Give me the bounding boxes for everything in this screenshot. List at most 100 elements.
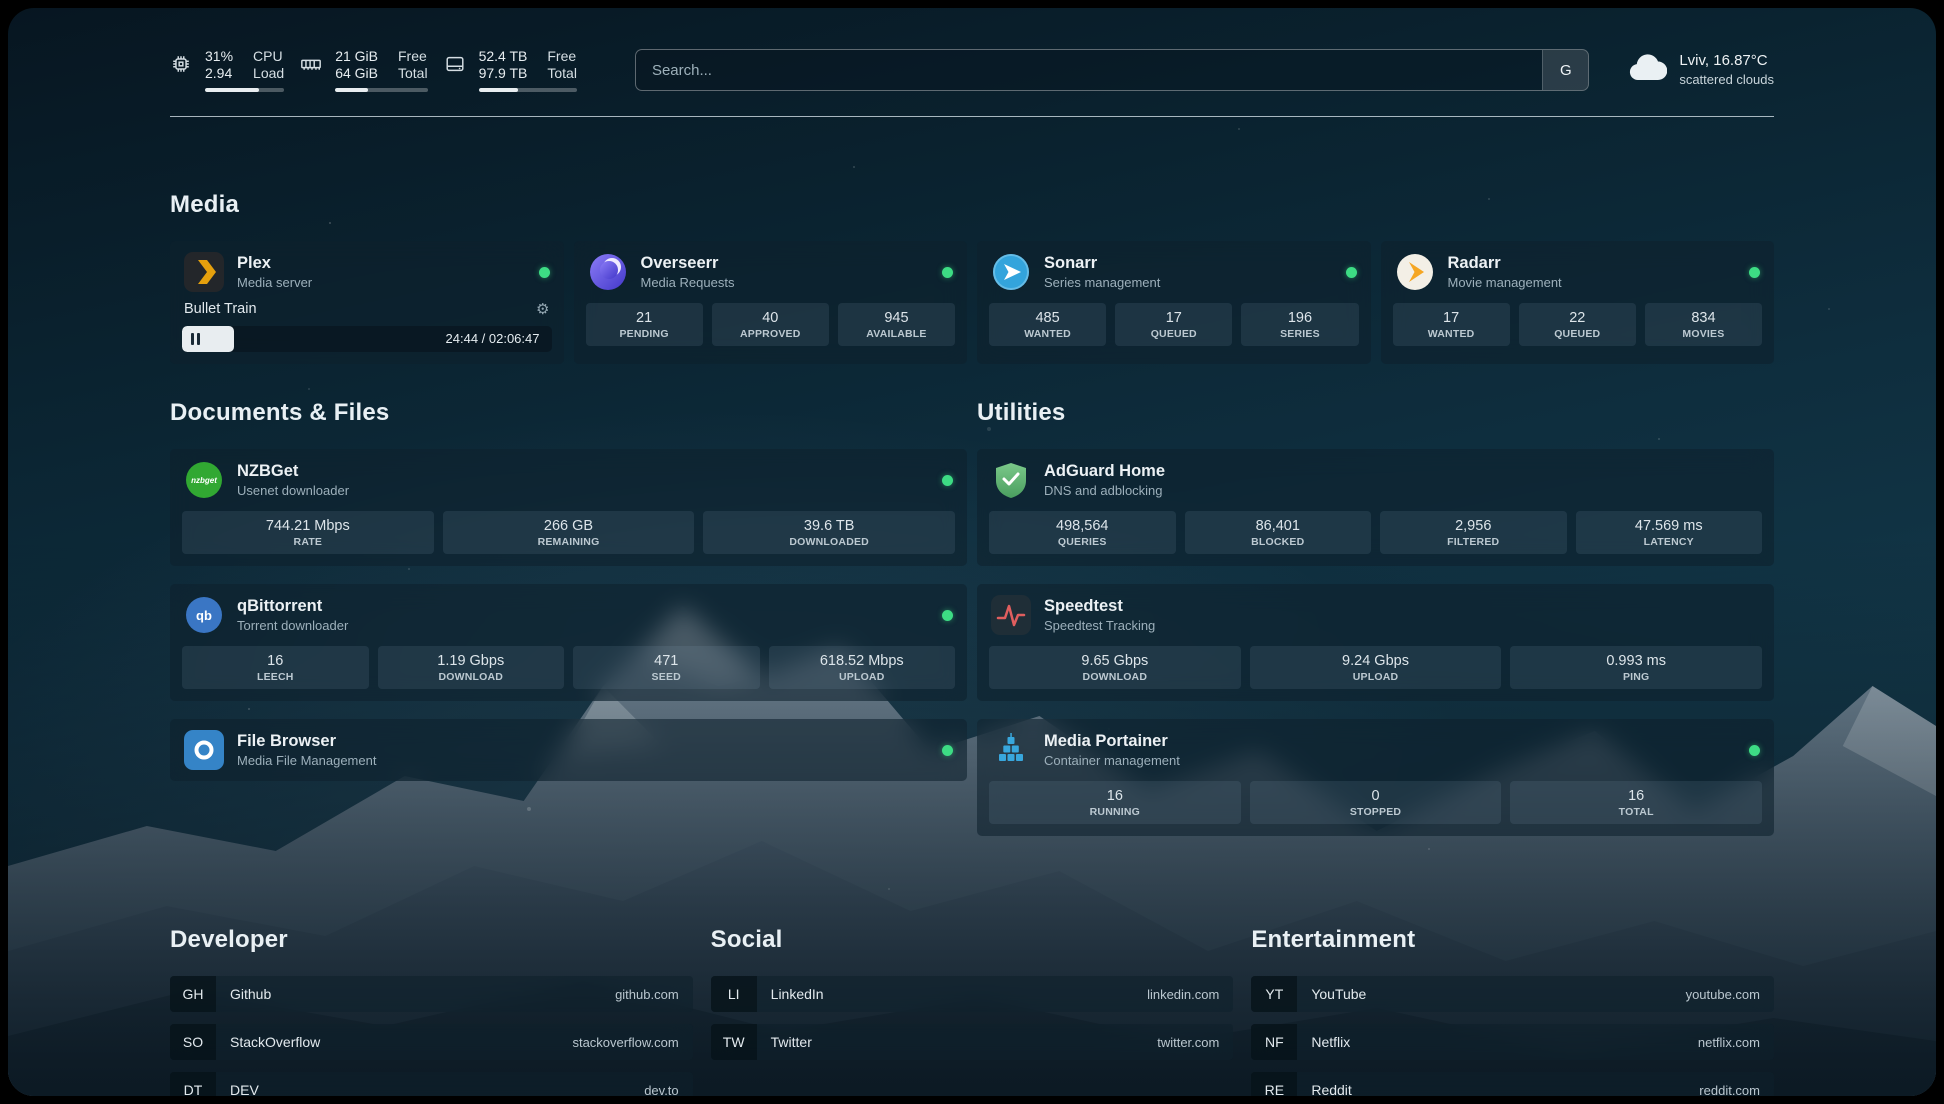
stat-box: 9.24 Gbps UPLOAD <box>1249 646 1502 689</box>
stat-label: UPLOAD <box>838 671 885 683</box>
bookmark-url: netflix.com <box>1697 1034 1760 1050</box>
bookmark-url: github.com <box>615 986 679 1002</box>
plex-card[interactable]: Plex Media server Bullet Train ⚙ 24:44 /… <box>170 241 564 364</box>
bookmark-youtube[interactable]: YT YouTube youtube.com <box>1251 976 1774 1012</box>
pause-icon[interactable] <box>191 333 200 345</box>
stat-box: 471 SEED <box>573 646 760 689</box>
stat-label: BLOCKED <box>1251 536 1305 548</box>
stat-box: 1.19 Gbps DOWNLOAD <box>377 646 564 689</box>
bookmark-stackoverflow[interactable]: SO StackOverflow stackoverflow.com <box>170 1024 693 1060</box>
stat-label: STOPPED <box>1349 806 1402 818</box>
memory-caption-1: Free <box>398 48 427 64</box>
service-subtitle: Movie management <box>1447 275 1562 290</box>
bookmark-abbr: DT <box>170 1072 216 1096</box>
stat-value: 9.24 Gbps <box>1342 653 1409 669</box>
stat-label: AVAILABLE <box>866 328 927 340</box>
service-name: AdGuard Home <box>1044 462 1166 480</box>
stat-value: 498,564 <box>1056 518 1109 534</box>
overseerr-icon <box>588 252 628 292</box>
service-name: Speedtest <box>1044 597 1123 615</box>
bookmark-reddit[interactable]: RE Reddit reddit.com <box>1251 1072 1774 1096</box>
status-dot <box>538 266 550 278</box>
nzbget-card[interactable]: nzbget NZBGet Usenet downloader 744.21 M… <box>170 449 967 566</box>
weather-widget: Lviv, 16.87°C scattered clouds <box>1627 51 1774 89</box>
stat-label: QUERIES <box>1057 536 1107 548</box>
stat-label: SERIES <box>1280 328 1320 340</box>
stat-box: 945 AVAILABLE <box>837 303 956 346</box>
disk-bar-fill <box>478 88 518 92</box>
stat-label: PING <box>1622 671 1650 683</box>
stat-box: 266 GB REMAINING <box>442 511 695 554</box>
section-title-documents: Documents & Files <box>170 399 390 426</box>
bookmark-netflix[interactable]: NF Netflix netflix.com <box>1251 1024 1774 1060</box>
stat-value: 196 <box>1287 310 1313 326</box>
stat-value: 945 <box>884 310 909 326</box>
stat-label: RUNNING <box>1089 806 1141 818</box>
bookmark-name: Twitter <box>770 1034 812 1050</box>
bookmark-name: YouTube <box>1311 986 1367 1002</box>
section-utilities: Utilities <box>977 399 1774 854</box>
bookmark-github[interactable]: GH Github github.com <box>170 976 693 1012</box>
sonarr-card[interactable]: Sonarr Series management 485 WANTED 17 Q… <box>977 241 1371 364</box>
service-name: Overseerr <box>640 254 719 272</box>
portainer-card[interactable]: Media Portainer Container management 16 … <box>977 719 1774 836</box>
stat-label: DOWNLOAD <box>438 671 504 683</box>
service-name: File Browser <box>237 732 337 750</box>
stat-box: 618.52 Mbps UPLOAD <box>768 646 955 689</box>
bookmark-url: dev.to <box>644 1082 679 1097</box>
stat-value: 22 <box>1569 310 1586 326</box>
stat-value: 21 <box>636 310 653 326</box>
adguard-card[interactable]: AdGuard Home DNS and adblocking 498,564 … <box>977 449 1774 566</box>
stat-box: 86,401 BLOCKED <box>1184 511 1371 554</box>
memory-bar-fill <box>335 88 368 92</box>
radarr-card[interactable]: Radarr Movie management 17 WANTED 22 QUE… <box>1380 241 1774 364</box>
overseerr-card[interactable]: Overseerr Media Requests 21 PENDING 40 A… <box>573 241 967 364</box>
disk-caption-1: Free <box>547 48 577 64</box>
search-input[interactable] <box>635 50 1543 90</box>
header: 31% CPU 2.94 Load <box>170 8 1774 117</box>
stat-label: PENDING <box>619 328 669 340</box>
stat-value: 471 <box>654 653 679 669</box>
radarr-icon <box>1395 252 1435 292</box>
stat-value: 86,401 <box>1255 518 1300 534</box>
stat-label: WANTED <box>1427 328 1475 340</box>
stat-value: 39.6 TB <box>803 518 855 534</box>
stat-label: WANTED <box>1024 328 1071 340</box>
qbittorrent-card[interactable]: qb qBittorrent Torrent downloader 16 LEE… <box>170 584 967 701</box>
disk-bar <box>478 88 577 92</box>
filebrowser-card[interactable]: File Browser Media File Management <box>170 719 967 781</box>
speedtest-card[interactable]: Speedtest Speedtest Tracking 9.65 Gbps D… <box>977 584 1774 701</box>
search-provider-button[interactable]: G <box>1542 50 1589 90</box>
stat-box: 16 LEECH <box>182 646 369 689</box>
stat-label: DOWNLOAD <box>1082 671 1148 683</box>
bookmark-name: StackOverflow <box>230 1034 321 1050</box>
stat-box: 9.65 Gbps DOWNLOAD <box>989 646 1241 689</box>
stat-value: 16 <box>1106 788 1123 804</box>
status-dot <box>942 744 953 756</box>
service-name: qBittorrent <box>237 597 323 615</box>
disk-widget: 52.4 TB Free 97.9 TB Total <box>444 48 577 92</box>
stat-label: TOTAL <box>1618 806 1654 818</box>
service-subtitle: Usenet downloader <box>237 483 350 498</box>
bookmark-abbr: YT <box>1251 976 1298 1012</box>
stat-label: LEECH <box>256 671 294 683</box>
stat-box: 47.569 ms LATENCY <box>1575 511 1762 554</box>
bookmark-linkedin[interactable]: LI LinkedIn linkedin.com <box>710 976 1234 1012</box>
section-title-entertainment: Entertainment <box>1251 926 1416 953</box>
playback-progress-bar[interactable]: 24:44 / 02:06:47 <box>182 326 552 352</box>
bookmark-url: reddit.com <box>1699 1082 1760 1097</box>
stat-value: 16 <box>1628 788 1645 804</box>
stat-value: 17 <box>1443 310 1460 326</box>
section-title-media: Media <box>170 191 240 218</box>
speedtest-icon <box>991 595 1031 635</box>
service-name: Radarr <box>1447 254 1501 272</box>
gear-icon[interactable]: ⚙ <box>536 301 550 318</box>
cpu-caption-2: Load <box>253 65 285 81</box>
service-name: Media Portainer <box>1044 732 1168 750</box>
bookmark-name: Reddit <box>1311 1082 1352 1096</box>
cpu-bar <box>205 88 285 92</box>
bookmark-dev[interactable]: DT DEV dev.to <box>170 1072 693 1096</box>
stat-label: DOWNLOADED <box>789 536 869 548</box>
stat-label: REMAINING <box>537 536 600 548</box>
bookmark-twitter[interactable]: TW Twitter twitter.com <box>710 1024 1234 1060</box>
